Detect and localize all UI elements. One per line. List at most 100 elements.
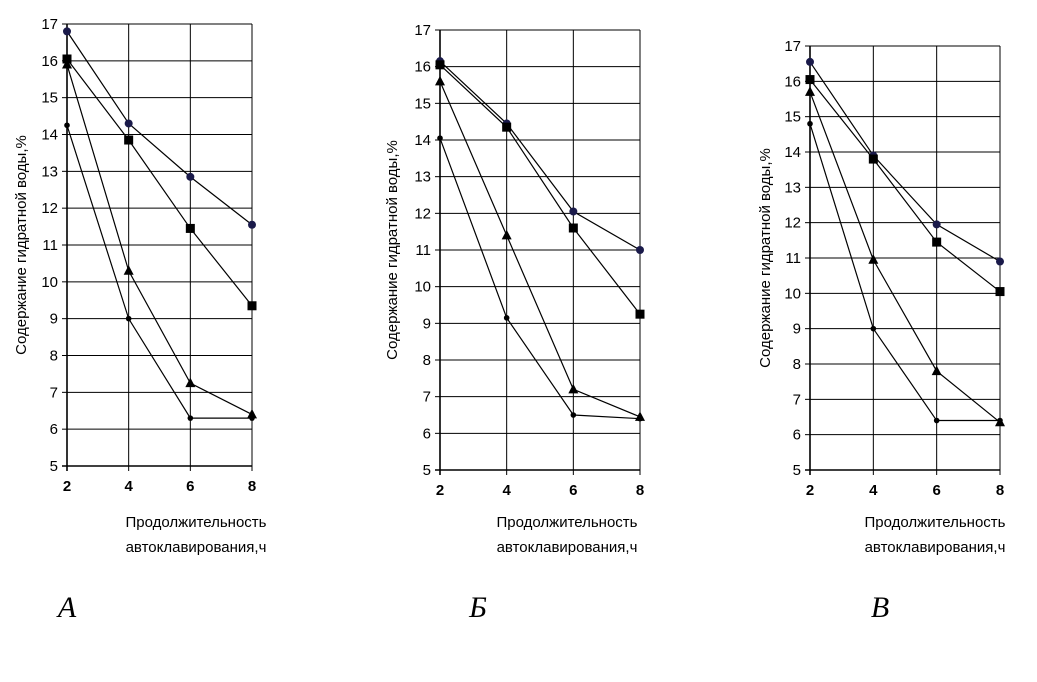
data-point-circle: [996, 257, 1004, 266]
chart-panel-a: 5 6 7 8 9 10 11 12 13 14 15 16 17 2 4 6 8 Содержание гидр…: [13, 16, 267, 624]
x-tick-label: 4: [124, 478, 133, 495]
data-point-dot: [249, 415, 255, 421]
data-point-circle: [636, 246, 644, 254]
x-axis-label: Продолжительность: [126, 514, 267, 531]
data-point-circle: [248, 220, 256, 229]
x-tick-label: 6: [932, 482, 940, 499]
data-point-square: [568, 223, 578, 233]
series-line: [809, 123, 1000, 422]
y-tick-label: 13: [414, 169, 431, 186]
series-square: [435, 60, 645, 319]
series-dot: [64, 122, 255, 421]
series-line: [809, 91, 1001, 423]
series-dot: [437, 135, 643, 422]
y-tick-label: 11: [415, 242, 431, 259]
y-tick-label: 17: [414, 22, 431, 39]
data-point-triangle: [931, 365, 942, 376]
series-line: [66, 64, 253, 415]
y-tick-label: 8: [423, 352, 431, 369]
y-tick-label: 8: [50, 348, 58, 365]
data-point-circle: [569, 207, 578, 216]
y-tick-label: 14: [41, 127, 58, 144]
data-point-dot: [997, 417, 1003, 424]
y-tick-label: 7: [793, 391, 801, 408]
data-point-dot: [187, 415, 194, 421]
chart-panel-c: 5 6 7 8 9 10 11 12 13 14 15 16 17 2 4 6 8 Содержание гидр…: [757, 38, 1006, 624]
y-tick-label: 12: [414, 205, 431, 222]
y-tick-label: 15: [414, 95, 431, 112]
data-point-triangle: [568, 383, 579, 394]
data-point-square: [185, 223, 195, 233]
data-point-dot: [125, 315, 132, 322]
y-tick-label: 12: [41, 200, 58, 217]
series-square: [805, 75, 1005, 297]
data-point-circle: [63, 27, 71, 36]
data-point-square: [502, 122, 512, 132]
data-point-square: [62, 54, 72, 64]
y-axis-label: Содержание гидратной воды,%: [384, 140, 401, 360]
data-point-dot: [503, 315, 510, 321]
data-point-square: [805, 75, 815, 85]
x-axis-label: Продолжительность: [497, 514, 638, 531]
data-point-triangle: [185, 377, 196, 388]
y-tick-label: 17: [41, 16, 58, 33]
data-point-square: [247, 301, 257, 311]
data-point-dot: [64, 122, 70, 129]
data-point-dot: [637, 415, 643, 422]
data-point-dot: [807, 120, 813, 127]
data-point-triangle: [435, 75, 445, 86]
series-line: [439, 137, 641, 420]
data-point-square: [435, 60, 445, 70]
series-dot: [807, 120, 1003, 424]
data-point-square: [932, 237, 942, 247]
y-tick-label: 13: [784, 179, 801, 196]
series-square: [62, 54, 257, 311]
series-line: [439, 60, 641, 251]
x-tick-label: 8: [248, 478, 256, 495]
y-tick-label: 7: [50, 384, 58, 401]
data-point-circle: [186, 172, 195, 181]
x-axis-label: Продолжительность: [865, 514, 1006, 531]
y-tick-label: 16: [784, 73, 801, 90]
x-tick-label: 6: [569, 482, 577, 499]
x-tick-label: 4: [502, 482, 511, 499]
y-tick-label: 6: [50, 421, 58, 438]
x-tick-label: 2: [63, 478, 71, 495]
y-tick-label: 5: [50, 458, 58, 475]
series-line: [66, 58, 253, 307]
y-tick-label: 14: [784, 144, 801, 161]
x-tick-label: 2: [436, 482, 444, 499]
y-tick-label: 16: [414, 59, 431, 76]
y-tick-label: 5: [423, 462, 431, 479]
data-point-circle: [124, 119, 133, 128]
x-axis-label: автоклавирования,ч: [126, 539, 267, 556]
y-tick-label: 10: [784, 285, 801, 302]
series-line: [439, 81, 641, 418]
y-tick-label: 8: [793, 356, 801, 373]
data-point-square: [124, 135, 134, 145]
y-tick-label: 14: [414, 132, 431, 149]
series-line: [66, 125, 252, 419]
y-tick-label: 10: [414, 279, 431, 296]
x-tick-label: 4: [869, 482, 878, 499]
y-tick-label: 9: [423, 315, 431, 332]
data-point-triangle: [868, 254, 879, 264]
data-point-dot: [437, 135, 443, 141]
x-tick-label: 8: [636, 482, 644, 499]
series-line: [66, 31, 253, 226]
y-tick-label: 12: [784, 215, 801, 232]
x-axis-label: автоклавирования,ч: [497, 539, 638, 556]
data-point-dot: [870, 325, 877, 332]
series-circle: [63, 27, 256, 229]
data-point-square: [868, 154, 878, 164]
y-tick-label: 13: [41, 163, 58, 180]
data-point-triangle: [501, 229, 512, 240]
y-tick-label: 16: [41, 53, 58, 70]
y-tick-label: 6: [793, 427, 801, 444]
y-tick-label: 11: [42, 237, 58, 254]
data-point-dot: [570, 412, 577, 418]
y-axis-label: Содержание гидратной воды,%: [757, 148, 774, 368]
y-tick-label: 15: [784, 109, 801, 126]
data-point-triangle: [62, 59, 72, 69]
